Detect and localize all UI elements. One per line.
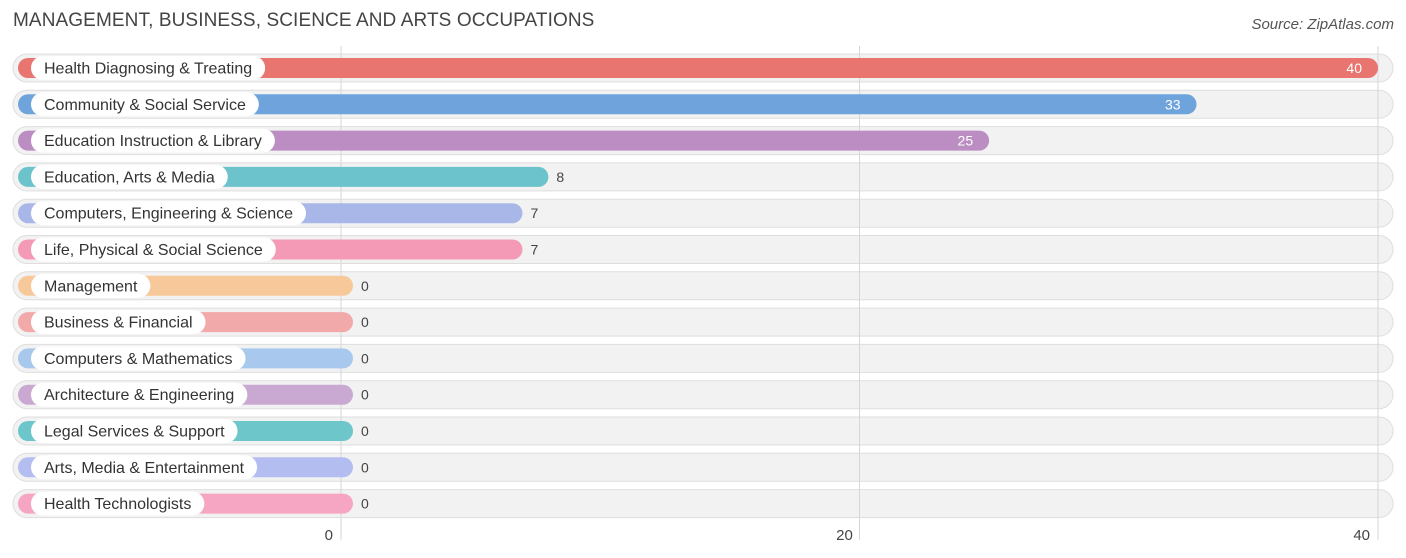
category-label: Community & Social Service [44, 97, 246, 114]
category-label-pill [31, 201, 307, 226]
row-background [12, 489, 1394, 519]
value-label: 7 [530, 242, 538, 258]
source-label: Source: ZipAtlas.com [1251, 16, 1394, 33]
category-label: Education, Arts & Media [44, 169, 215, 186]
x-axis: 0 20 40 [325, 527, 1370, 544]
category-label-pill [31, 310, 206, 335]
row-background [12, 380, 1394, 410]
category-label: Health Technologists [44, 496, 191, 513]
bar [18, 58, 1378, 78]
category-label: Legal Services & Support [44, 424, 225, 441]
category-label-pill [31, 164, 228, 189]
value-label: 0 [361, 496, 369, 512]
row-background [12, 343, 1394, 373]
x-tick-label: 0 [325, 527, 333, 544]
category-label-pill [31, 346, 246, 371]
value-label: 0 [361, 387, 369, 403]
value-label: 0 [361, 423, 369, 439]
value-label: 0 [361, 278, 369, 294]
value-label: 0 [361, 350, 369, 366]
x-tick-label: 20 [836, 527, 853, 544]
category-label: Computers, Engineering & Science [44, 206, 293, 223]
category-label-pill [31, 56, 266, 80]
category-label-pill [31, 491, 205, 516]
category-label: Life, Physical & Social Science [44, 242, 263, 259]
category-label-pill [31, 273, 151, 298]
value-label: 25 [958, 133, 974, 149]
row-background [12, 271, 1394, 301]
category-label: Education Instruction & Library [44, 133, 262, 150]
x-tick-label: 40 [1353, 527, 1370, 544]
row-background [12, 452, 1394, 482]
value-label: 8 [556, 169, 564, 185]
value-label: 7 [530, 205, 538, 221]
chart-title: MANAGEMENT, BUSINESS, SCIENCE AND ARTS O… [13, 10, 595, 31]
category-label: Business & Financial [44, 315, 193, 332]
value-label: 33 [1165, 96, 1181, 112]
row-background [12, 416, 1394, 446]
category-label-pill [31, 128, 275, 153]
category-label: Management [44, 278, 138, 295]
category-label: Computers & Mathematics [44, 351, 233, 368]
category-label-pill [31, 419, 238, 443]
bars: Health Diagnosing & Treating 40 Community … [18, 56, 1378, 516]
category-label: Architecture & Engineering [44, 387, 234, 404]
category-label-pill [31, 455, 258, 480]
category-label-pill [31, 237, 276, 262]
value-label: 40 [1346, 60, 1362, 76]
category-label: Health Diagnosing & Treating [44, 61, 252, 78]
row-background [12, 307, 1394, 337]
category-label-pill [31, 92, 259, 117]
value-label: 0 [361, 314, 369, 330]
bar [18, 94, 1197, 115]
value-label: 0 [361, 459, 369, 475]
category-label-pill [31, 382, 248, 407]
category-label: Arts, Media & Entertainment [44, 460, 245, 477]
